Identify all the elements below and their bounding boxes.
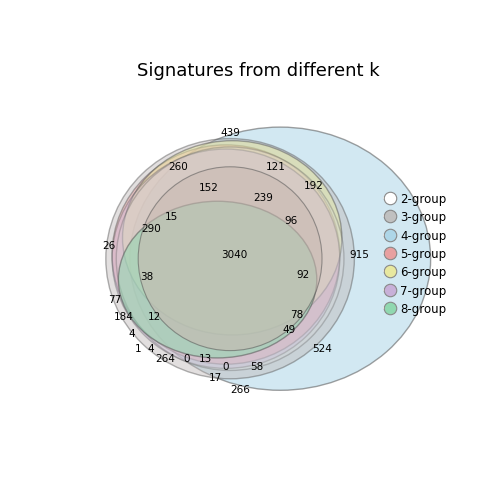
Text: 290: 290 <box>141 224 161 234</box>
Text: 4: 4 <box>147 344 154 353</box>
Text: 121: 121 <box>266 162 286 172</box>
Text: 439: 439 <box>220 129 240 139</box>
Text: 1: 1 <box>135 344 142 353</box>
Text: 96: 96 <box>284 216 297 226</box>
Ellipse shape <box>116 147 344 370</box>
Text: 3040: 3040 <box>221 249 247 260</box>
Text: 26: 26 <box>102 241 115 251</box>
Text: 0: 0 <box>223 362 229 372</box>
Ellipse shape <box>130 127 430 390</box>
Legend: 2-group, 3-group, 4-group, 5-group, 6-group, 7-group, 8-group: 2-group, 3-group, 4-group, 5-group, 6-gr… <box>382 191 449 319</box>
Text: 239: 239 <box>254 193 274 203</box>
Text: 92: 92 <box>296 271 310 280</box>
Text: 49: 49 <box>282 325 295 335</box>
Text: 4: 4 <box>129 329 135 339</box>
Text: 152: 152 <box>199 182 219 193</box>
Ellipse shape <box>118 201 317 358</box>
Text: 192: 192 <box>304 180 324 191</box>
Text: 77: 77 <box>108 295 122 305</box>
Ellipse shape <box>106 139 354 379</box>
Ellipse shape <box>112 145 340 364</box>
Text: 264: 264 <box>155 354 175 364</box>
Text: 524: 524 <box>312 344 332 353</box>
Text: 13: 13 <box>199 354 212 364</box>
Title: Signatures from different k: Signatures from different k <box>137 62 380 80</box>
Text: 266: 266 <box>231 385 250 395</box>
Text: 12: 12 <box>148 312 161 322</box>
Text: 15: 15 <box>165 212 178 222</box>
Ellipse shape <box>122 141 342 335</box>
Text: 915: 915 <box>350 249 369 260</box>
Text: 0: 0 <box>183 354 190 364</box>
Text: 184: 184 <box>113 312 134 322</box>
Text: 58: 58 <box>250 362 264 372</box>
Text: 78: 78 <box>290 310 303 320</box>
Ellipse shape <box>112 149 340 368</box>
Text: 38: 38 <box>140 273 153 283</box>
Text: 17: 17 <box>209 373 222 383</box>
Text: 260: 260 <box>168 162 188 172</box>
Ellipse shape <box>138 167 322 351</box>
